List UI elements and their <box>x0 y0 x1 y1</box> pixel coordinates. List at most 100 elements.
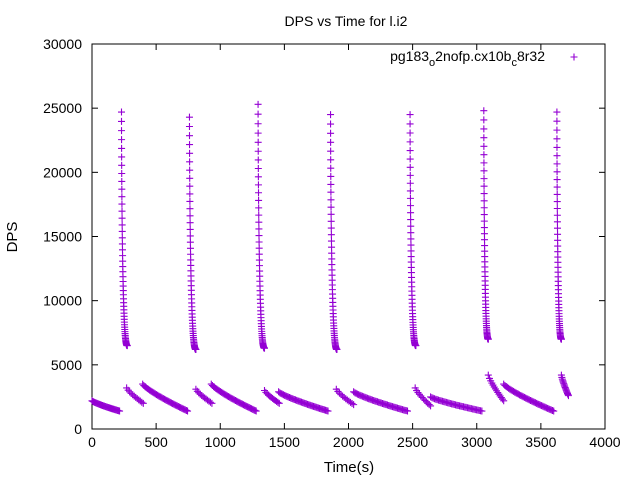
data-point <box>480 224 488 232</box>
data-point <box>480 159 488 167</box>
data-point <box>327 164 335 172</box>
data-point <box>498 395 506 403</box>
data-point <box>553 211 561 219</box>
data-point <box>327 172 335 180</box>
data-point <box>427 402 435 410</box>
data-point <box>480 151 488 159</box>
data-point <box>193 387 201 395</box>
data-point <box>553 143 561 151</box>
data-point <box>327 129 335 137</box>
x-tick-label: 500 <box>144 434 168 450</box>
data-point <box>186 158 194 166</box>
data-point <box>118 227 126 235</box>
y-tick-label: 15000 <box>43 229 82 245</box>
data-point <box>118 161 126 169</box>
data-point <box>480 107 488 115</box>
data-point <box>118 234 126 242</box>
data-point <box>255 211 263 219</box>
data-point <box>407 229 415 237</box>
data-point <box>553 198 561 206</box>
data-point <box>407 202 415 210</box>
data-point <box>406 111 414 119</box>
data-point <box>255 232 263 240</box>
data-point <box>553 152 561 160</box>
data-point <box>254 164 262 172</box>
data-point <box>185 123 193 131</box>
legend-label-part: 8r32 <box>517 48 545 64</box>
data-point <box>480 167 488 175</box>
x-axis: 0 500 1000 1500 2000 2500 3000 3500 4000 <box>88 44 621 450</box>
data-point <box>254 147 262 155</box>
x-tick-label: 1000 <box>205 434 236 450</box>
data-point <box>254 120 262 128</box>
data-point <box>553 176 561 184</box>
y-tick-label: 5000 <box>51 357 82 373</box>
data-point <box>480 125 488 133</box>
legend: pg183o2nofp.cx10bc8r32 <box>390 48 578 69</box>
data-point <box>186 132 194 140</box>
data-point <box>126 388 134 396</box>
legend-plus-marker <box>570 53 578 61</box>
data-point <box>186 219 194 227</box>
data-point <box>406 179 414 187</box>
data-point <box>406 147 414 155</box>
data-point <box>116 407 124 415</box>
data-point <box>484 371 492 379</box>
data-point <box>406 155 414 163</box>
data-point <box>254 138 262 146</box>
data-point <box>118 177 126 185</box>
data-point <box>557 335 565 343</box>
data-point <box>186 205 194 213</box>
data-point <box>255 204 263 212</box>
x-tick-label: 2500 <box>397 434 428 450</box>
data-point <box>407 241 415 249</box>
data-point <box>186 182 194 190</box>
data-point <box>255 225 263 233</box>
data-point <box>260 344 268 352</box>
data-point <box>255 238 263 246</box>
x-tick-label: 0 <box>88 434 96 450</box>
data-point <box>553 135 561 143</box>
data-point <box>138 398 146 406</box>
data-point <box>255 196 263 204</box>
data-point <box>254 181 262 189</box>
data-point <box>327 237 335 245</box>
data-point <box>553 183 561 191</box>
data-point <box>255 218 263 226</box>
data-point <box>407 209 415 217</box>
data-point <box>255 244 263 252</box>
data-point <box>554 230 562 238</box>
data-point <box>186 244 194 252</box>
series-points <box>88 100 572 415</box>
legend-label-subscript: o <box>429 57 435 69</box>
data-point <box>186 174 194 182</box>
data-point <box>406 163 414 171</box>
data-point <box>118 221 126 229</box>
data-point <box>118 144 126 152</box>
data-point <box>327 138 335 146</box>
data-point <box>350 401 358 409</box>
data-point <box>407 235 415 243</box>
data-point <box>553 108 561 116</box>
data-point <box>118 200 126 208</box>
data-point <box>333 345 341 353</box>
y-tick-label: 30000 <box>43 36 82 52</box>
data-point <box>480 217 488 225</box>
data-point <box>553 190 561 198</box>
x-tick-label: 3000 <box>461 434 492 450</box>
data-point <box>406 187 414 195</box>
data-point <box>348 399 356 407</box>
data-point <box>186 225 194 233</box>
x-tick-label: 1500 <box>269 434 300 450</box>
data-point <box>254 173 262 181</box>
data-point <box>117 108 125 116</box>
data-point <box>480 175 488 183</box>
data-point <box>186 190 194 198</box>
data-point <box>324 407 332 415</box>
data-point <box>186 141 194 149</box>
data-point <box>186 149 194 157</box>
legend-label-part: 2nofp.cx10b <box>435 48 511 64</box>
data-point <box>118 153 126 161</box>
data-point <box>480 204 488 212</box>
